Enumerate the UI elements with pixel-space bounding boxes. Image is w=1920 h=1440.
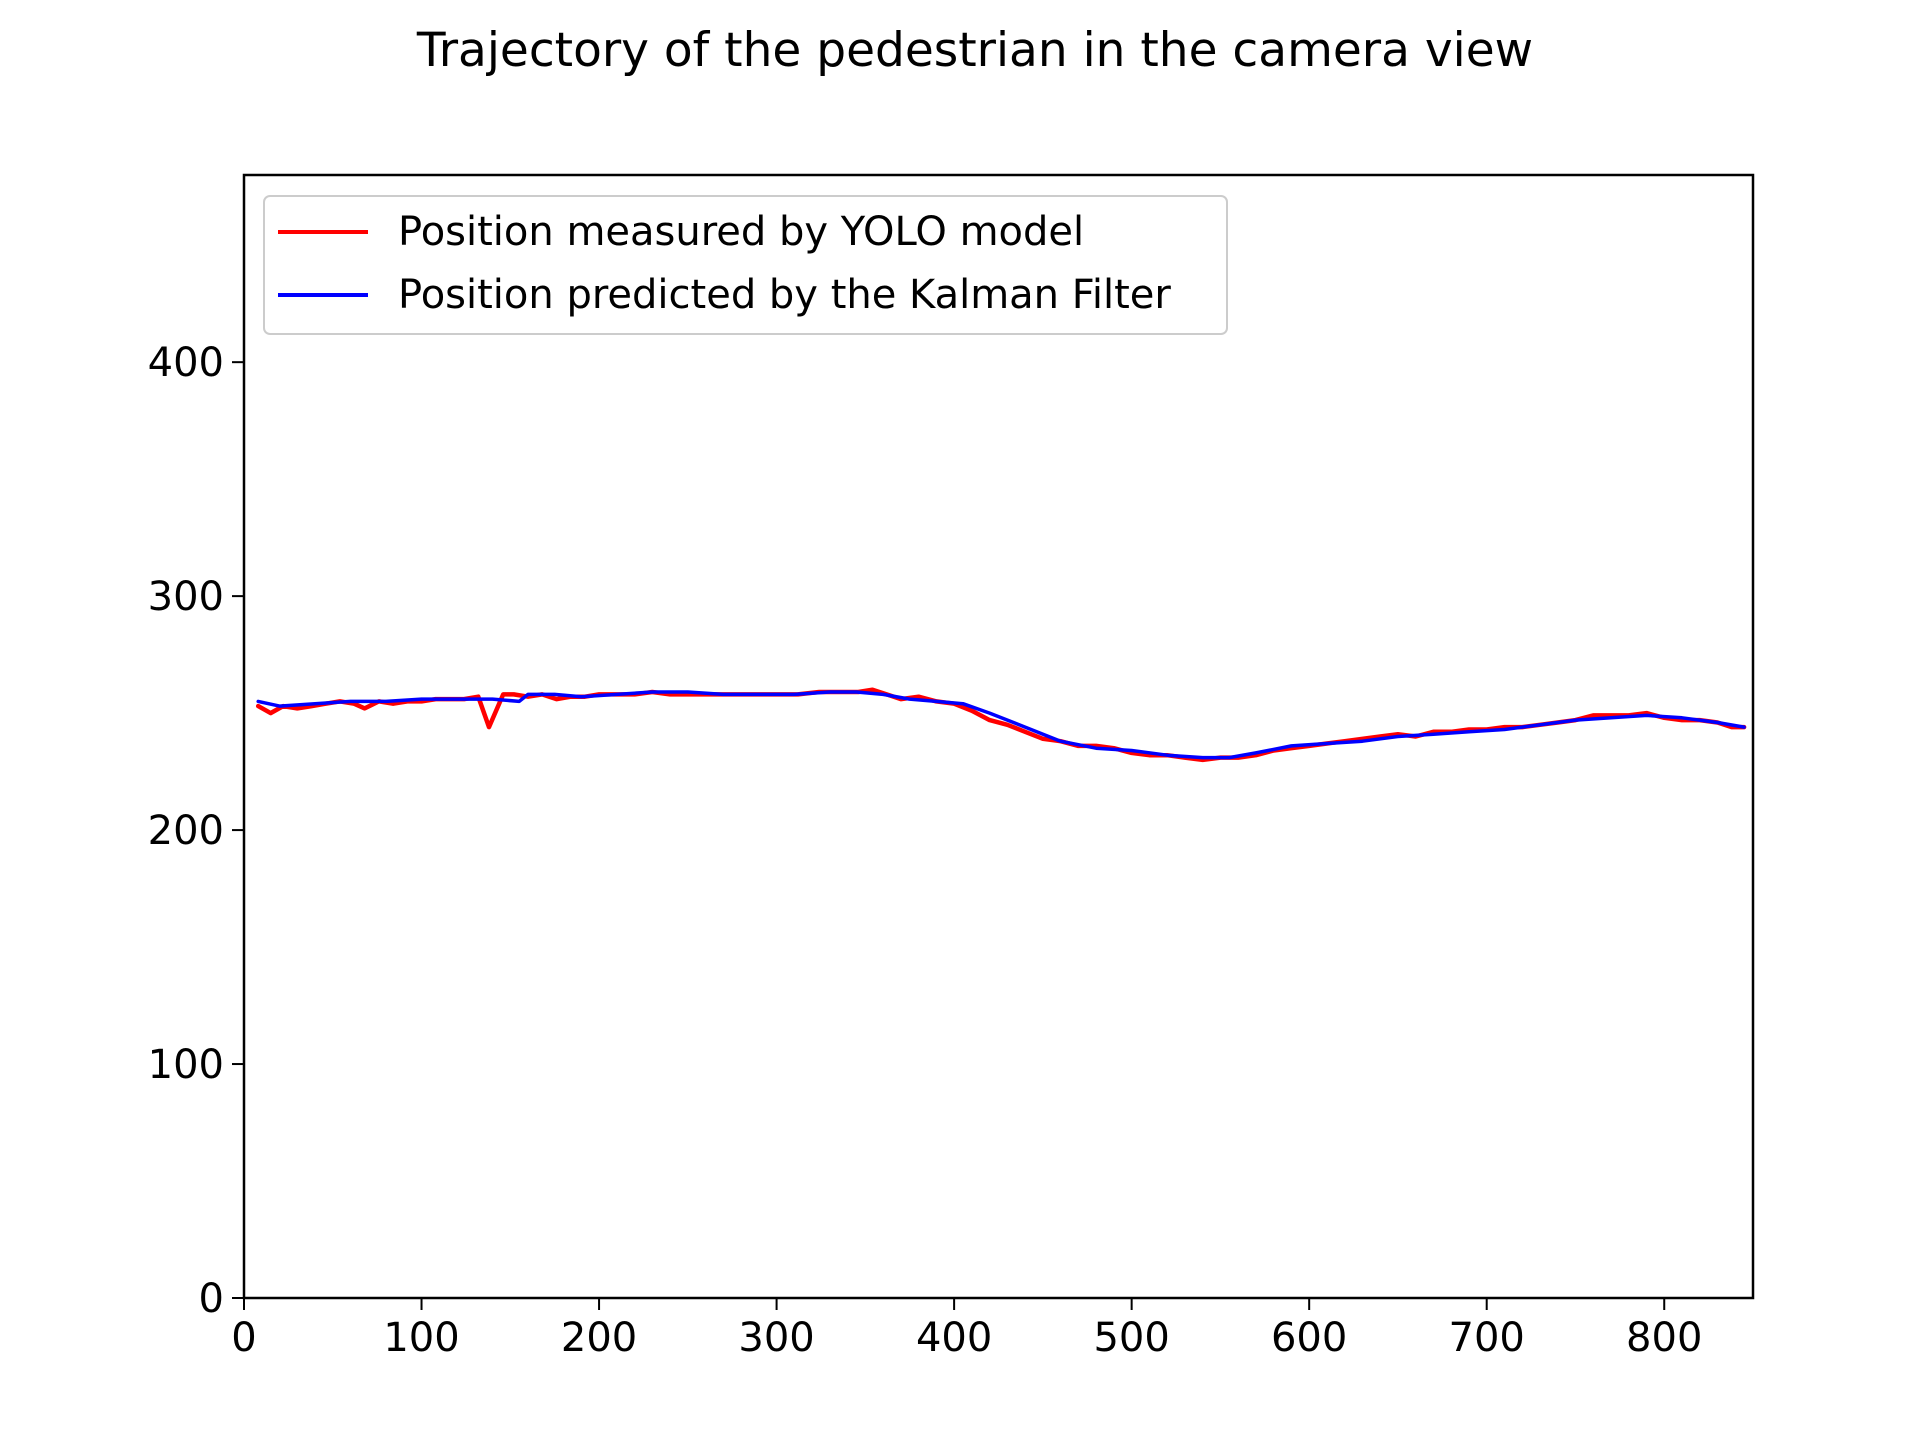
x-tick-label: 700 <box>1449 1315 1525 1361</box>
x-tick-label: 800 <box>1626 1315 1702 1361</box>
x-tick-label: 0 <box>231 1315 256 1361</box>
y-tick-label: 300 <box>148 574 224 620</box>
y-tick-label: 200 <box>148 808 224 854</box>
series-line-kalman <box>256 690 1746 760</box>
x-tick-label: 500 <box>1093 1315 1169 1361</box>
plot-frame <box>242 173 1755 1300</box>
legend-box <box>263 195 1228 335</box>
x-tick-label: 600 <box>1271 1315 1347 1361</box>
legend-label: Position measured by YOLO model <box>398 209 1084 255</box>
series-group <box>255 687 1747 763</box>
chart-title: Trajectory of the pedestrian in the came… <box>416 23 1533 78</box>
axes-group: 0 100 200 300 400 500 600 700 800 0 100 200 300 400 <box>148 173 1755 1361</box>
legend: Position measured by YOLO model Position … <box>263 195 1228 335</box>
legend-label: Position predicted by the Kalman Filter <box>398 272 1171 318</box>
y-tick-label: 400 <box>148 340 224 386</box>
x-tick-label: 400 <box>916 1315 992 1361</box>
x-tick-label: 200 <box>561 1315 637 1361</box>
y-tick-label: 100 <box>148 1042 224 1088</box>
x-tick-label: 300 <box>738 1315 814 1361</box>
y-tick-label: 0 <box>199 1276 224 1322</box>
x-tick-label: 100 <box>383 1315 459 1361</box>
